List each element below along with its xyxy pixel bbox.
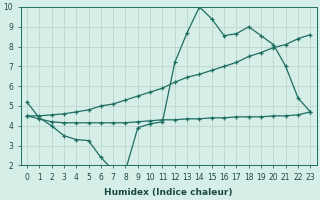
X-axis label: Humidex (Indice chaleur): Humidex (Indice chaleur) (104, 188, 233, 197)
